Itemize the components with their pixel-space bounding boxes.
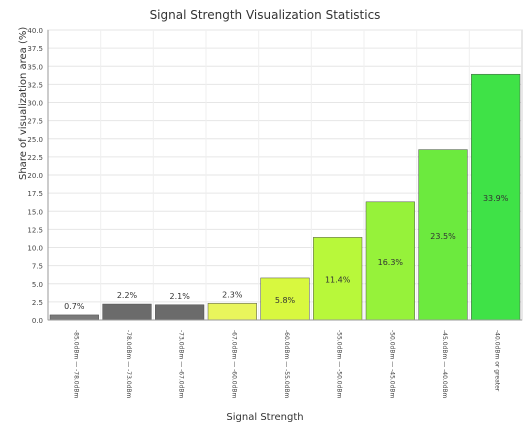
data-label-1: 0.7% — [64, 302, 85, 311]
y-tick-label: 37.5 — [27, 45, 43, 53]
x-tick-label-4: -67.0dBm — -60.0dBm — [230, 330, 237, 399]
bar-2 — [102, 303, 152, 321]
data-label-6: 11.4% — [325, 276, 351, 285]
data-label-5: 5.8% — [275, 296, 296, 305]
y-tick-label: 27.5 — [27, 118, 43, 126]
y-tick-label: 15.0 — [27, 208, 43, 216]
y-axis-label: Share of visualization area (%) — [18, 26, 29, 180]
bar-1 — [49, 314, 99, 321]
x-tick-label-6: -55.0dBm — -50.0dBm — [336, 330, 343, 399]
x-tick-label-7: -50.0dBm — -45.0dBm — [388, 330, 395, 399]
y-tick-label: 22.5 — [27, 154, 43, 162]
x-tick-label-8: -45.0dBm — -40.0dBm — [441, 330, 448, 399]
y-tick-label: 2.5 — [32, 299, 43, 307]
y-tick-label: 25.0 — [27, 136, 43, 144]
y-tick-label: 17.5 — [27, 190, 43, 198]
data-label-9: 33.9% — [483, 194, 509, 203]
x-tick-label-1: -85.0dBm — -78.0dBm — [72, 330, 79, 399]
data-label-8: 23.5% — [430, 232, 456, 241]
x-tick-label-5: -60.0dBm — -55.0dBm — [283, 330, 290, 399]
y-tick-label: 5.0 — [32, 281, 43, 289]
bar-5 — [260, 277, 310, 321]
y-tick-label: 12.5 — [27, 226, 43, 234]
y-tick-label: 32.5 — [27, 81, 43, 89]
x-tick-label-3: -73.0dBm — -67.0dBm — [178, 330, 185, 399]
bar-3 — [155, 304, 205, 321]
data-label-2: 2.2% — [117, 291, 138, 300]
y-tick-label: 0.0 — [32, 317, 43, 325]
data-label-7: 16.3% — [378, 258, 404, 267]
data-label-3: 2.1% — [170, 292, 191, 301]
bar-9 — [471, 73, 521, 321]
data-label-4: 2.3% — [222, 290, 243, 299]
y-tick-label: 10.0 — [27, 245, 43, 253]
y-tick-label: 20.0 — [27, 172, 43, 180]
x-tick-label-9: -40.0dBm or greater — [494, 330, 501, 392]
bar-4 — [207, 303, 257, 321]
bar-6 — [313, 237, 363, 321]
chart-title: Signal Strength Visualization Statistics — [149, 8, 381, 22]
y-tick-label: 35.0 — [27, 63, 43, 71]
y-tick-label: 40.0 — [27, 27, 43, 35]
bar-8 — [418, 149, 468, 321]
y-tick-label: 30.0 — [27, 100, 43, 108]
x-tick-label-2: -78.0dBm — -73.0dBm — [125, 330, 132, 399]
y-tick-label: 7.5 — [32, 263, 43, 271]
bar-7 — [365, 201, 415, 321]
x-axis-label: Signal Strength — [226, 412, 304, 423]
